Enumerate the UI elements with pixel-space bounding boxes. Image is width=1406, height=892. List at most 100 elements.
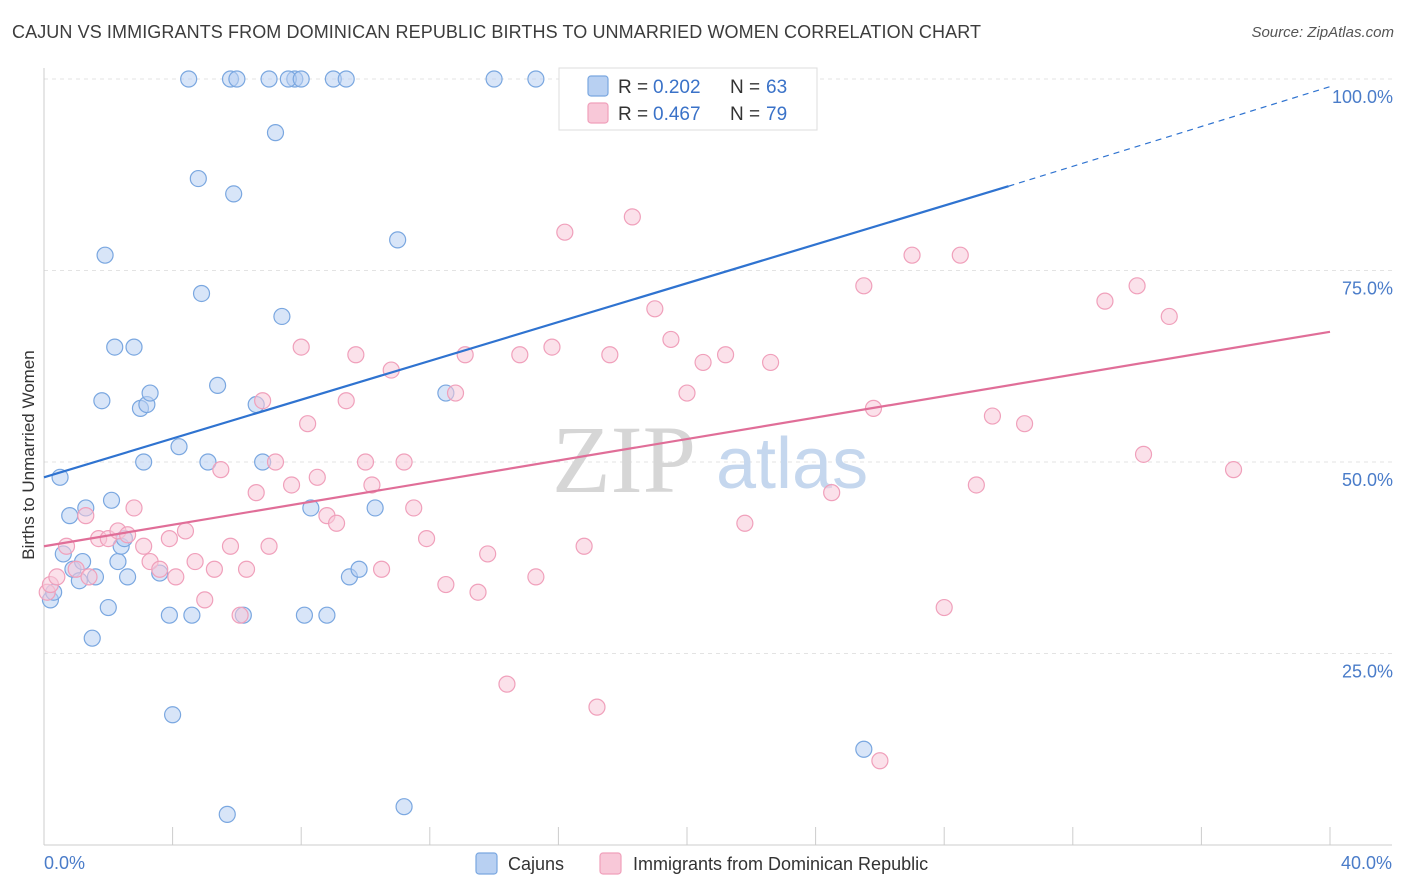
- dominican-point-59: [662, 330, 680, 349]
- cajuns-point-34: [218, 805, 236, 823]
- dominican-point-49: [498, 675, 516, 693]
- dominican-point-18: [186, 552, 204, 571]
- y-tick-label-0: 25.0%: [1342, 662, 1393, 682]
- cajuns-point-43: [302, 499, 320, 517]
- dominican-point-50: [511, 346, 529, 364]
- dominican-point-16: [167, 568, 185, 586]
- dominican-point-78: [1160, 307, 1178, 326]
- bottom-legend-swatch-cajuns: [475, 852, 498, 875]
- watermark: ZIP atlas: [552, 406, 868, 513]
- cajuns-point-20: [125, 338, 143, 356]
- dominican-point-73: [983, 407, 1002, 425]
- dominican-point-60: [678, 384, 696, 402]
- dominican-point-53: [556, 223, 574, 241]
- dominican-point-23: [231, 606, 249, 624]
- dominican-point-26: [254, 392, 272, 410]
- cajuns-point-33: [209, 376, 227, 394]
- y-tick-label-1: 50.0%: [1342, 470, 1393, 490]
- y-tick-label-2: 75.0%: [1342, 279, 1393, 299]
- dominican-point-75: [1096, 292, 1114, 310]
- cajuns-point-52: [180, 70, 198, 88]
- dominican-point-43: [417, 529, 436, 548]
- dominican-point-11: [125, 499, 143, 517]
- source-label: Source: ZipAtlas.com: [1251, 24, 1394, 41]
- y-axis-title: Births to Unmarried Women: [19, 350, 38, 559]
- dominican-point-56: [601, 346, 619, 364]
- cajuns-point-40: [273, 307, 291, 326]
- cajuns-point-26: [160, 606, 178, 624]
- cajuns-point-16: [109, 552, 127, 571]
- dominican-point-37: [356, 453, 375, 471]
- legend-swatch-cajuns: [587, 75, 609, 97]
- legend-r-value-1: 0.467: [653, 104, 701, 125]
- bottom-legend-label-cajuns: Cajuns: [508, 854, 564, 874]
- dominican-point-29: [282, 476, 301, 494]
- dominican-point-44: [437, 575, 455, 594]
- dominican-point-76: [1128, 277, 1146, 295]
- dominican-point-4: [67, 560, 85, 578]
- dominican-point-30: [292, 338, 310, 356]
- cajuns-point-13: [99, 598, 117, 617]
- stats-legend: R = 0.202 N = 63 R = 0.467 N = 79: [558, 67, 818, 131]
- dominican-point-5: [77, 507, 95, 525]
- legend-r-label-1: R =: [618, 104, 648, 125]
- dominican-point-17: [176, 522, 195, 540]
- bottom-legend-swatch-dominican: [599, 852, 622, 875]
- watermark-zip: ZIP: [552, 406, 696, 513]
- axes: [43, 68, 1392, 846]
- dominican-point-28: [266, 453, 285, 471]
- watermark-atlas: atlas: [716, 424, 868, 504]
- dominican-point-62: [716, 346, 735, 364]
- dominican-point-63: [736, 514, 754, 532]
- dominican-point-41: [395, 453, 413, 471]
- cajuns-point-45: [366, 499, 384, 517]
- trend-lines: [43, 86, 1331, 548]
- chart-title: CAJUN VS IMMIGRANTS FROM DOMINICAN REPUB…: [12, 22, 982, 42]
- dominican-point-77: [1134, 445, 1153, 463]
- cajuns-point-24: [141, 384, 159, 402]
- y-tick-labels: 25.0% 50.0% 75.0% 100.0%: [1332, 87, 1393, 682]
- dominican-point-24: [237, 560, 256, 578]
- dominican-point-65: [823, 484, 841, 502]
- cajuns-point-50: [527, 70, 545, 88]
- dominican-point-74: [1015, 415, 1034, 433]
- cajuns-point-60: [318, 606, 336, 624]
- cajuns-point-55: [260, 70, 278, 88]
- legend-n-label-0: N =: [730, 77, 760, 98]
- dominican-point-22: [221, 537, 240, 555]
- bottom-legend-label-dominican: Immigrants from Dominican Republic: [633, 854, 928, 874]
- dominican-point-34: [327, 514, 346, 532]
- legend-n-value-1: 79: [766, 104, 787, 125]
- cajuns-point-32: [199, 453, 217, 471]
- x-tick-min: 0.0%: [44, 853, 85, 873]
- dominican-point-2: [48, 568, 66, 586]
- dominican-point-58: [646, 300, 664, 318]
- dominican-point-52: [543, 338, 561, 356]
- legend-r-label-0: R =: [618, 77, 648, 98]
- dominican-point-15: [160, 529, 178, 548]
- dominican-point-31: [299, 415, 317, 433]
- cajuns-trend-extension: [1008, 86, 1331, 187]
- cajuns-point-27: [164, 706, 182, 724]
- dominican-point-71: [951, 246, 969, 264]
- dominican-point-36: [347, 346, 365, 364]
- dominican-point-72: [967, 476, 985, 494]
- cajuns-point-12: [96, 246, 114, 264]
- dominican-point-38: [363, 476, 381, 494]
- cajuns-trend-line: [43, 185, 1009, 479]
- cajuns-point-49: [485, 70, 503, 88]
- cajuns-point-59: [337, 70, 355, 88]
- dominican-point-21: [212, 461, 230, 479]
- dominican-point-79: [1224, 461, 1243, 479]
- dominican-point-39: [372, 560, 391, 578]
- dominican-point-68: [871, 752, 889, 770]
- cajuns-point-29: [183, 606, 201, 624]
- dominican-point-10: [118, 526, 137, 544]
- cajuns-point-35: [225, 185, 243, 203]
- dominican-point-57: [623, 208, 641, 226]
- cajuns-point-19: [118, 568, 137, 586]
- dominican-point-64: [761, 353, 780, 372]
- dominican-point-12: [135, 537, 153, 555]
- cajuns-point-62: [855, 740, 873, 758]
